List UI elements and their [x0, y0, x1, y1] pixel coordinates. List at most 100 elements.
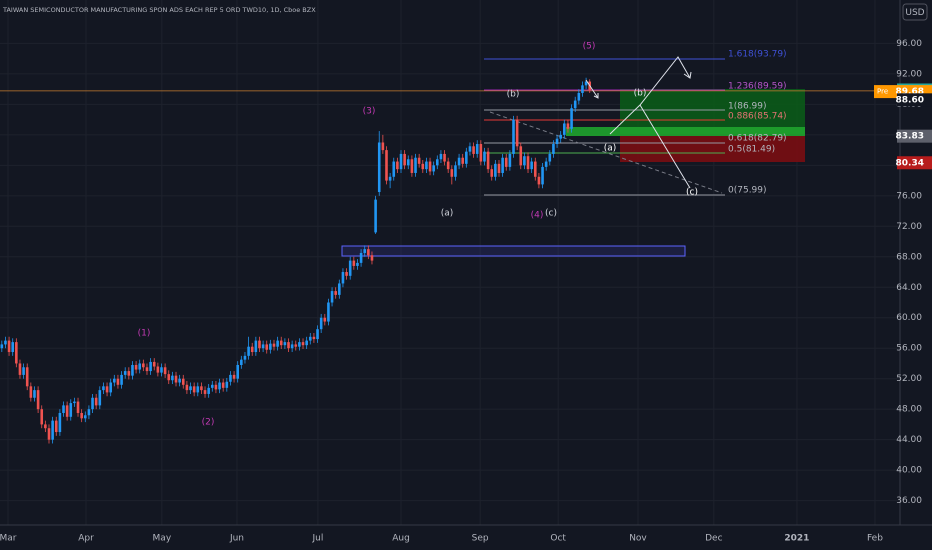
- wave-label: (a): [441, 209, 454, 219]
- x-tick-label: Feb: [867, 534, 883, 544]
- price-tag-label: 89.68: [896, 87, 924, 97]
- candle-body: [123, 371, 127, 375]
- candle-body: [76, 401, 80, 413]
- fib-label: 0.618(82.79): [728, 134, 787, 144]
- candle-body: [258, 340, 261, 349]
- candle-body: [185, 384, 189, 391]
- candle-body: [414, 157, 417, 173]
- candle-body: [330, 291, 334, 303]
- y-tick-label: 96.00: [896, 39, 922, 49]
- y-tick-label: 48.00: [896, 405, 922, 415]
- candle-body: [338, 283, 341, 295]
- candle-body: [490, 169, 494, 177]
- candle-body: [519, 146, 523, 166]
- candle-body: [515, 119, 519, 147]
- candle-body: [160, 367, 163, 373]
- y-tick-label: 56.00: [896, 344, 922, 354]
- candle-body: [171, 375, 174, 381]
- candle-body: [308, 336, 312, 341]
- x-tick-label: Jun: [229, 534, 244, 544]
- candle-body: [145, 367, 149, 372]
- candle-body: [65, 405, 69, 417]
- price-tag: [897, 93, 932, 107]
- candle-body: [54, 420, 58, 433]
- candle-body: [323, 317, 327, 322]
- fib-label: 1.236(89.59): [728, 82, 787, 92]
- y-tick-label: 60.00: [896, 313, 922, 323]
- candle-body: [276, 340, 279, 347]
- price-tag: [897, 129, 932, 143]
- candle-body: [73, 401, 76, 404]
- wave-label: (4): [531, 211, 544, 221]
- candle-body: [250, 346, 254, 353]
- wave-label: (c): [686, 188, 698, 198]
- candle-body: [283, 342, 287, 346]
- candle-body: [523, 156, 526, 166]
- fib-label: 0(75.99): [728, 186, 767, 196]
- candle-body: [581, 85, 584, 93]
- currency-box: [902, 3, 928, 21]
- candle-body: [501, 157, 504, 173]
- y-tick-label: 52.00: [896, 374, 922, 384]
- candle-body: [243, 355, 247, 360]
- candle-body: [113, 378, 116, 383]
- candle-body: [388, 176, 392, 181]
- candle-body: [341, 272, 345, 284]
- y-tick-label: 68.00: [896, 252, 922, 262]
- candle-body: [298, 342, 301, 347]
- candle-body: [149, 361, 152, 372]
- y-tick-label: 76.00: [896, 191, 922, 201]
- axes: 36.00 40.00 44.00 48.00 52.00 56.00 60.00 64.00…: [0, 39, 932, 544]
- candle-body: [577, 92, 581, 101]
- candle-body: [573, 100, 577, 109]
- x-tick-label: May: [153, 534, 172, 544]
- candle-body: [381, 142, 385, 151]
- candle-body: [446, 161, 450, 170]
- candle-body: [127, 371, 131, 376]
- candle-body: [51, 420, 54, 440]
- candle-body: [181, 378, 185, 385]
- candle-body: [156, 366, 160, 373]
- candle-body: [305, 340, 308, 346]
- fib-label: 1(86.99): [728, 102, 767, 112]
- candle-body: [167, 374, 171, 381]
- candle-body: [178, 378, 181, 383]
- candle-body: [7, 340, 11, 353]
- candle-body: [269, 343, 272, 350]
- candle-body: [497, 163, 501, 173]
- y-tick-label: 40.00: [896, 466, 922, 476]
- candle-body: [555, 138, 559, 145]
- candle-body: [163, 367, 167, 375]
- candle-body: [584, 81, 588, 86]
- candle-body: [105, 386, 109, 393]
- candle-body: [232, 374, 236, 379]
- price-tag-label: 88.60: [896, 95, 924, 105]
- candle-body: [265, 344, 269, 350]
- candle-body: [363, 249, 367, 253]
- candle-body: [80, 412, 83, 419]
- candle-body: [479, 144, 483, 162]
- candle-body: [120, 374, 123, 385]
- candle-body: [570, 108, 573, 129]
- fib-labels: 1.618(93.79) 1.236(89.59) 1(86.99) 0.886…: [728, 50, 787, 196]
- candle-body: [504, 157, 508, 167]
- chart-title: TAIWAN SEMICONDUCTOR MANUFACTURING SPON …: [2, 6, 316, 14]
- candle-body: [432, 165, 435, 172]
- candle-body: [403, 153, 406, 166]
- candle-body: [508, 153, 512, 167]
- candle-body: [0, 344, 4, 349]
- x-tick-label: Jul: [311, 534, 323, 544]
- x-tick-label: Oct: [550, 534, 566, 544]
- candle-body: [196, 386, 200, 393]
- x-tick-label: Sep: [472, 534, 489, 544]
- candle-body: [494, 163, 497, 177]
- fib-label: 0.886(85.74): [728, 112, 787, 122]
- wave-label: (a): [604, 144, 617, 154]
- wave-arrow: [639, 104, 691, 189]
- candle-body: [200, 386, 203, 391]
- x-tick-label: Dec: [705, 534, 722, 544]
- candle-body: [312, 336, 316, 340]
- trend-line: [489, 111, 723, 194]
- candle-body: [287, 342, 290, 349]
